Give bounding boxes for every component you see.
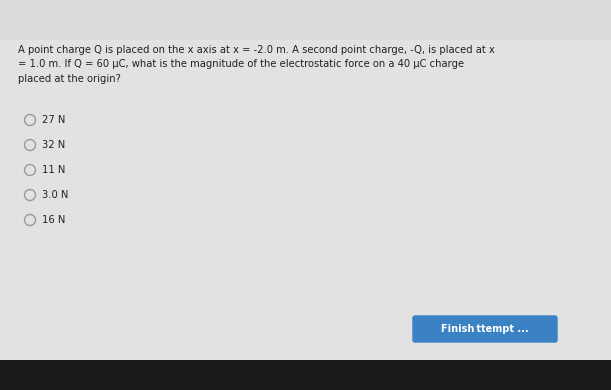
Bar <box>0 30 611 360</box>
Text: 32 N: 32 N <box>42 140 65 150</box>
Text: 3.0 N: 3.0 N <box>42 190 68 200</box>
Text: Finish ttempt ...: Finish ttempt ... <box>441 324 529 334</box>
Text: A point charge Q is placed on the x axis at x = -2.0 m. A second point charge, -: A point charge Q is placed on the x axis… <box>18 45 495 84</box>
Bar <box>0 360 611 390</box>
Text: 16 N: 16 N <box>42 215 65 225</box>
Text: 27 N: 27 N <box>42 115 65 125</box>
Bar <box>0 0 611 40</box>
FancyBboxPatch shape <box>413 316 557 342</box>
Text: 11 N: 11 N <box>42 165 65 175</box>
